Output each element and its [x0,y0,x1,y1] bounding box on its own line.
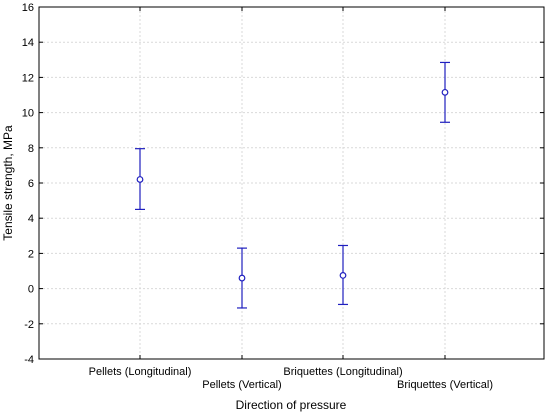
y-tick-label: 10 [22,108,34,120]
x-tick-label: Pellets (Longitudinal) [89,366,192,378]
y-tick-label: 2 [28,248,34,260]
data-point [441,88,449,96]
y-tick-label: 14 [22,37,34,49]
y-tick-label: 4 [28,213,34,225]
y-tick-label: 8 [28,143,34,155]
grid-lines [39,7,544,359]
series [135,61,450,309]
data-point [136,176,144,183]
x-tick-label: Briquettes (Longitudinal) [283,366,402,378]
x-tick-label: Pellets (Vertical) [202,379,281,391]
data-point [339,272,347,279]
x-axis-title: Direction of pressure [236,398,347,412]
y-tick-label: 0 [28,284,34,296]
x-tick-label: Briquettes (Vertical) [397,379,493,391]
y-tick-label: 6 [28,178,34,190]
y-axis-ticks: -4 -2 0 2 4 6 8 10 12 14 16 [22,2,544,366]
data-point [238,274,246,282]
x-axis-ticks: Pellets (Longitudinal) Pellets (Vertical)… [89,7,493,391]
y-tick-label: 16 [22,2,34,14]
y-tick-label: -2 [24,319,34,331]
y-axis-title: Tensile strength, MPa [1,125,15,241]
y-tick-label: -4 [24,354,34,366]
y-tick-label: 12 [22,72,34,84]
